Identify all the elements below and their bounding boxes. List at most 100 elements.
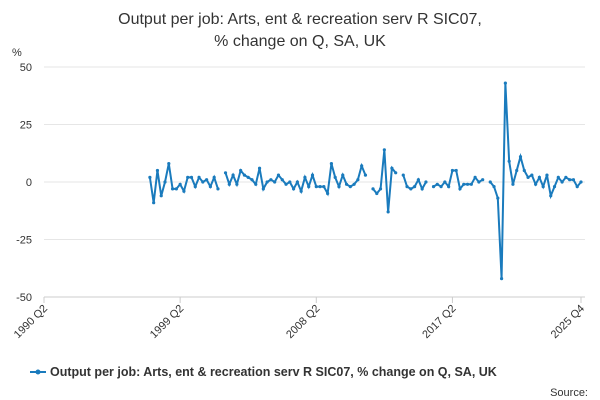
data-point	[571, 178, 576, 182]
data-point	[318, 185, 322, 189]
data-point	[276, 173, 281, 177]
data-point	[469, 182, 473, 186]
data-point	[337, 185, 341, 189]
data-point	[518, 155, 523, 159]
data-point	[189, 175, 194, 179]
data-point	[254, 182, 258, 186]
series-line	[224, 162, 367, 197]
data-point	[227, 182, 231, 186]
data-point	[291, 187, 296, 191]
data-point	[269, 178, 273, 182]
data-point	[288, 180, 292, 184]
data-point	[458, 187, 462, 191]
data-point	[492, 185, 496, 189]
data-point	[167, 162, 171, 166]
data-point	[295, 180, 299, 184]
data-point	[273, 180, 277, 184]
x-tick-label: 2008 Q2	[284, 303, 322, 341]
data-point	[246, 175, 250, 179]
y-axis-label: %	[12, 47, 22, 59]
data-point	[481, 178, 485, 182]
data-point	[152, 201, 156, 205]
data-point	[344, 182, 349, 186]
data-point	[488, 180, 492, 184]
data-point	[310, 173, 315, 177]
data-point	[503, 81, 507, 85]
data-point	[223, 171, 228, 175]
data-point	[424, 180, 428, 184]
data-point	[326, 191, 330, 196]
data-point	[182, 189, 186, 193]
data-point	[522, 168, 526, 173]
legend-marker	[35, 369, 41, 375]
data-point	[378, 187, 383, 191]
data-point	[575, 185, 579, 189]
data-point	[163, 180, 167, 184]
chart-title: Output per job: Arts, ent & recreation s…	[118, 11, 482, 50]
data-point	[371, 187, 375, 191]
data-point	[261, 187, 265, 191]
data-point	[303, 175, 307, 179]
y-tick-label: 0	[26, 177, 32, 189]
data-point	[473, 175, 477, 179]
data-point	[314, 185, 318, 189]
data-point	[431, 185, 436, 189]
data-point	[435, 182, 439, 186]
data-point	[322, 185, 326, 189]
data-point	[462, 182, 466, 186]
data-point	[348, 185, 352, 189]
data-point	[193, 185, 197, 189]
data-point	[280, 178, 284, 182]
data-point	[541, 185, 545, 189]
data-point	[477, 180, 481, 184]
x-tick-label: 1990 Q2	[12, 303, 50, 341]
data-point	[443, 180, 447, 184]
data-point	[386, 210, 390, 214]
data-point	[526, 175, 530, 179]
data-point	[155, 168, 160, 173]
data-point	[465, 182, 470, 186]
data-point	[560, 180, 564, 184]
data-point	[507, 159, 511, 163]
data-point	[360, 164, 364, 168]
x-tick-label: 2025 Q4	[549, 303, 587, 341]
data-point	[564, 175, 568, 179]
y-tick-label: -25	[16, 235, 32, 247]
x-tick-label: 2017 Q2	[420, 303, 458, 341]
y-tick-label: 50	[20, 62, 32, 74]
data-point	[579, 180, 583, 184]
data-point	[257, 166, 262, 170]
data-point	[208, 185, 212, 189]
chart-title-line: % change on Q, SA, UK	[214, 33, 386, 50]
data-point	[329, 162, 334, 166]
data-point	[405, 185, 409, 189]
data-point	[170, 187, 175, 191]
data-point	[159, 194, 163, 198]
y-tick-label: -50	[16, 292, 32, 304]
data-point	[242, 173, 247, 177]
data-point	[499, 277, 504, 281]
data-point	[178, 182, 182, 186]
data-point	[537, 175, 542, 179]
data-point	[307, 185, 311, 189]
data-point	[545, 173, 549, 177]
data-point	[420, 187, 424, 191]
data-point	[450, 168, 455, 173]
data-point	[496, 196, 500, 200]
data-point	[568, 178, 572, 182]
data-point	[299, 189, 303, 193]
data-point	[382, 148, 386, 152]
data-point	[552, 185, 557, 189]
data-point	[511, 182, 515, 186]
source: Source:	[550, 387, 588, 399]
data-point	[549, 194, 553, 198]
data-point	[530, 173, 534, 177]
data-point	[439, 185, 443, 189]
data-point	[416, 178, 420, 182]
data-point	[409, 187, 413, 191]
data-point	[250, 178, 254, 182]
data-point	[186, 175, 190, 179]
data-point	[212, 175, 216, 179]
data-point	[394, 171, 398, 175]
